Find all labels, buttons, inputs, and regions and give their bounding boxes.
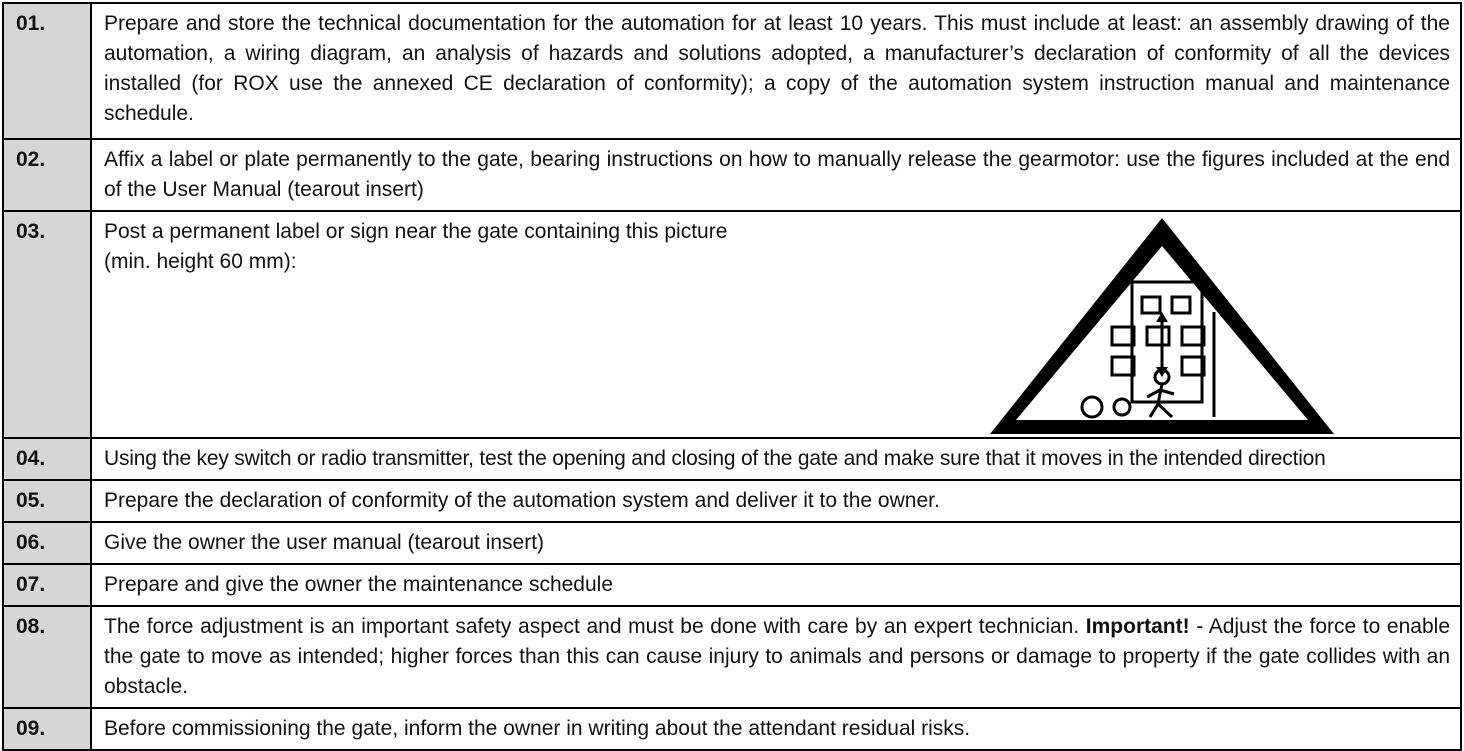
step-text: - Adjust the force to enable the gate to… bbox=[104, 615, 1450, 698]
warning-sign bbox=[990, 218, 1334, 434]
step-number: 09. bbox=[2, 707, 92, 751]
row: 02. Affix a label or plate permanently to… bbox=[2, 138, 1462, 212]
step-cell: The force adjustment is an important saf… bbox=[90, 605, 1462, 709]
row: 01. Prepare and store the technical docum… bbox=[2, 2, 1462, 140]
step-number: 05. bbox=[2, 479, 92, 523]
step-text: Before commissioning the gate, inform th… bbox=[90, 707, 1462, 751]
row: 07. Prepare and give the owner the mainte… bbox=[2, 563, 1462, 607]
step-cell: Post a permanent label or sign near the … bbox=[90, 210, 1462, 439]
row: 04. Using the key switch or radio transmi… bbox=[2, 437, 1462, 481]
step-number: 02. bbox=[2, 138, 92, 212]
row: 08. The force adjustment is an important … bbox=[2, 605, 1462, 709]
step-number: 06. bbox=[2, 521, 92, 565]
row: 09. Before commissioning the gate, inform… bbox=[2, 707, 1462, 751]
step-text: The force adjustment is an important saf… bbox=[104, 615, 1080, 638]
step-text: Affix a label or plate permanently to th… bbox=[90, 138, 1462, 212]
step-text: Post a permanent label or sign near the … bbox=[104, 220, 728, 273]
step-number: 08. bbox=[2, 605, 92, 709]
step-number: 07. bbox=[2, 563, 92, 607]
step-text: Using the key switch or radio transmitte… bbox=[90, 437, 1462, 481]
row: 05. Prepare the declaration of conformity… bbox=[2, 479, 1462, 523]
step-text: Prepare and give the owner the maintenan… bbox=[90, 563, 1462, 607]
step-text: Give the owner the user manual (tearout … bbox=[90, 521, 1462, 565]
row: 06. Give the owner the user manual (tearo… bbox=[2, 521, 1462, 565]
step-number: 04. bbox=[2, 437, 92, 481]
row: 03. Post a permanent label or sign near t… bbox=[2, 210, 1462, 439]
step-number: 03. bbox=[2, 210, 92, 439]
step-text: Prepare the declaration of conformity of… bbox=[90, 479, 1462, 523]
emphasis: Important! bbox=[1085, 615, 1190, 638]
step-number: 01. bbox=[2, 2, 92, 140]
step-text: Prepare and store the technical document… bbox=[90, 2, 1462, 140]
